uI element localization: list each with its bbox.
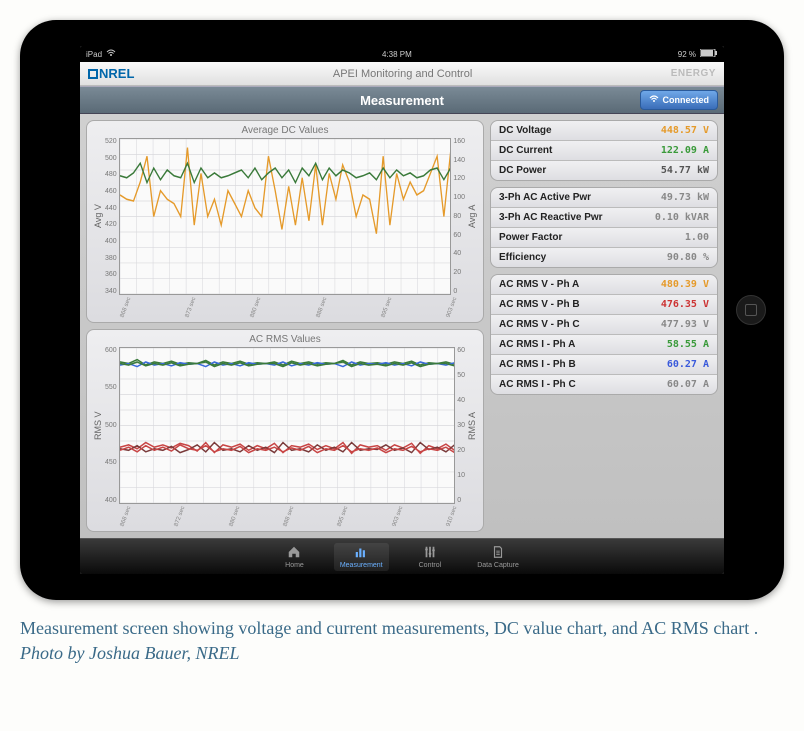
ac-ylabel-left: RMS V: [93, 347, 103, 504]
home-button[interactable]: [736, 295, 766, 325]
chart-icon: [354, 545, 368, 561]
dc-plot-area[interactable]: [119, 138, 452, 295]
value-number: 476.35 V: [661, 299, 709, 310]
value-number: 60.07 A: [667, 379, 709, 390]
ac-chart-title: AC RMS Values: [93, 334, 477, 345]
file-icon: [491, 545, 505, 561]
value-row: DC Current 122.09 A: [491, 141, 717, 161]
value-number: 1.00: [685, 232, 709, 243]
value-row: 3-Ph AC Reactive Pwr 0.10 kVAR: [491, 208, 717, 228]
value-label: AC RMS V - Ph B: [499, 299, 580, 310]
value-number: 58.55 A: [667, 339, 709, 350]
value-label: 3-Ph AC Active Pwr: [499, 192, 591, 203]
value-row: 3-Ph AC Active Pwr 49.73 kW: [491, 188, 717, 208]
connected-label: Connected: [662, 95, 709, 105]
value-number: 54.77 kW: [661, 165, 709, 176]
value-number: 122.09 A: [661, 145, 709, 156]
nav-item-control[interactable]: Control: [413, 543, 448, 571]
nav-label: Data Capture: [477, 562, 519, 569]
carrier-label: iPad: [86, 50, 102, 59]
caption-text: Measurement screen showing voltage and c…: [20, 618, 758, 638]
value-label: AC RMS I - Ph B: [499, 359, 576, 370]
content-area: Average DC Values Avg V 5205004804604404…: [80, 114, 724, 538]
connected-button[interactable]: Connected: [640, 90, 718, 110]
charts-column: Average DC Values Avg V 5205004804604404…: [86, 120, 484, 532]
values-column: DC Voltage 448.57 V DC Current 122.09 A DC P…: [490, 120, 718, 532]
ac-yticks-right: 6050403020100: [455, 347, 467, 504]
nav-label: Control: [419, 562, 442, 569]
value-label: AC RMS I - Ph A: [499, 339, 575, 350]
bottom-nav: Home Measurement Control Data Capture: [80, 538, 724, 574]
ipad-frame: iPad 4:38 PM 92 % NREL APEI Monitoring a…: [20, 20, 784, 600]
dc-yticks-left: 520500480460440420400380360340: [103, 138, 119, 295]
value-row: AC RMS V - Ph C 477.93 V: [491, 315, 717, 335]
ac-plot-area[interactable]: [119, 347, 456, 504]
title-bar: Measurement Connected: [80, 86, 724, 114]
value-row: DC Voltage 448.57 V: [491, 121, 717, 141]
dc-chart-title: Average DC Values: [93, 125, 477, 136]
ac-yticks-left: 600550500450400: [103, 347, 119, 504]
value-label: 3-Ph AC Reactive Pwr: [499, 212, 603, 223]
dc-xticks: 868 sec873 sec880 sec888 sec895 sec903 s…: [93, 295, 477, 318]
status-bar: iPad 4:38 PM 92 %: [80, 46, 724, 62]
home-icon: [287, 545, 301, 561]
sliders-icon: [423, 545, 437, 561]
battery-pct: 92 %: [678, 50, 696, 59]
dc-chart-panel: Average DC Values Avg V 5205004804604404…: [86, 120, 484, 323]
ac-xticks: 868 sec872 sec880 sec888 sec895 sec903 s…: [93, 504, 477, 527]
value-label: DC Power: [499, 165, 546, 176]
caption: Measurement screen showing voltage and c…: [20, 616, 784, 666]
value-label: AC RMS I - Ph C: [499, 379, 576, 390]
top-banner: NREL APEI Monitoring and Control ENERGY: [80, 62, 724, 86]
nrel-logo: NREL: [88, 66, 134, 81]
dc-ylabel-left: Avg V: [93, 138, 103, 295]
page-title: Measurement: [80, 93, 724, 108]
value-row: AC RMS I - Ph C 60.07 A: [491, 375, 717, 394]
battery-icon: [700, 49, 718, 59]
value-label: Efficiency: [499, 252, 546, 263]
value-number: 90.80 %: [667, 252, 709, 263]
nav-label: Home: [285, 562, 304, 569]
wifi-icon: [106, 49, 116, 59]
value-number: 480.39 V: [661, 279, 709, 290]
nav-label: Measurement: [340, 562, 383, 569]
caption-credit: Photo by Joshua Bauer, NREL: [20, 643, 239, 663]
value-panel-0: DC Voltage 448.57 V DC Current 122.09 A DC P…: [490, 120, 718, 181]
value-row: AC RMS V - Ph A 480.39 V: [491, 275, 717, 295]
value-label: DC Current: [499, 145, 552, 156]
value-label: Power Factor: [499, 232, 562, 243]
value-label: AC RMS V - Ph C: [499, 319, 580, 330]
ac-ylabel-right: RMS A: [467, 347, 477, 504]
value-row: Power Factor 1.00: [491, 228, 717, 248]
value-row: AC RMS I - Ph B 60.27 A: [491, 355, 717, 375]
value-number: 49.73 kW: [661, 192, 709, 203]
energy-logo: ENERGY: [671, 68, 716, 79]
dc-yticks-right: 160140120100806040200: [451, 138, 467, 295]
value-number: 0.10 kVAR: [655, 212, 709, 223]
status-time: 4:38 PM: [382, 50, 412, 59]
nav-item-home[interactable]: Home: [279, 543, 310, 571]
value-label: DC Voltage: [499, 125, 552, 136]
nav-item-measurement[interactable]: Measurement: [334, 543, 389, 571]
wifi-small-icon: [649, 95, 659, 105]
value-panel-1: 3-Ph AC Active Pwr 49.73 kW 3-Ph AC Reacti…: [490, 187, 718, 268]
value-label: AC RMS V - Ph A: [499, 279, 579, 290]
value-number: 448.57 V: [661, 125, 709, 136]
dc-ylabel-right: Avg A: [467, 138, 477, 295]
value-row: DC Power 54.77 kW: [491, 161, 717, 180]
value-number: 477.93 V: [661, 319, 709, 330]
value-row: Efficiency 90.80 %: [491, 248, 717, 267]
value-number: 60.27 A: [667, 359, 709, 370]
value-panel-2: AC RMS V - Ph A 480.39 V AC RMS V - Ph B 47…: [490, 274, 718, 395]
nav-item-data-capture[interactable]: Data Capture: [471, 543, 525, 571]
ac-chart-panel: AC RMS Values RMS V 600550500450400 6050…: [86, 329, 484, 532]
app-title: APEI Monitoring and Control: [333, 68, 472, 80]
value-row: AC RMS V - Ph B 476.35 V: [491, 295, 717, 315]
value-row: AC RMS I - Ph A 58.55 A: [491, 335, 717, 355]
screen: iPad 4:38 PM 92 % NREL APEI Monitoring a…: [80, 46, 724, 574]
